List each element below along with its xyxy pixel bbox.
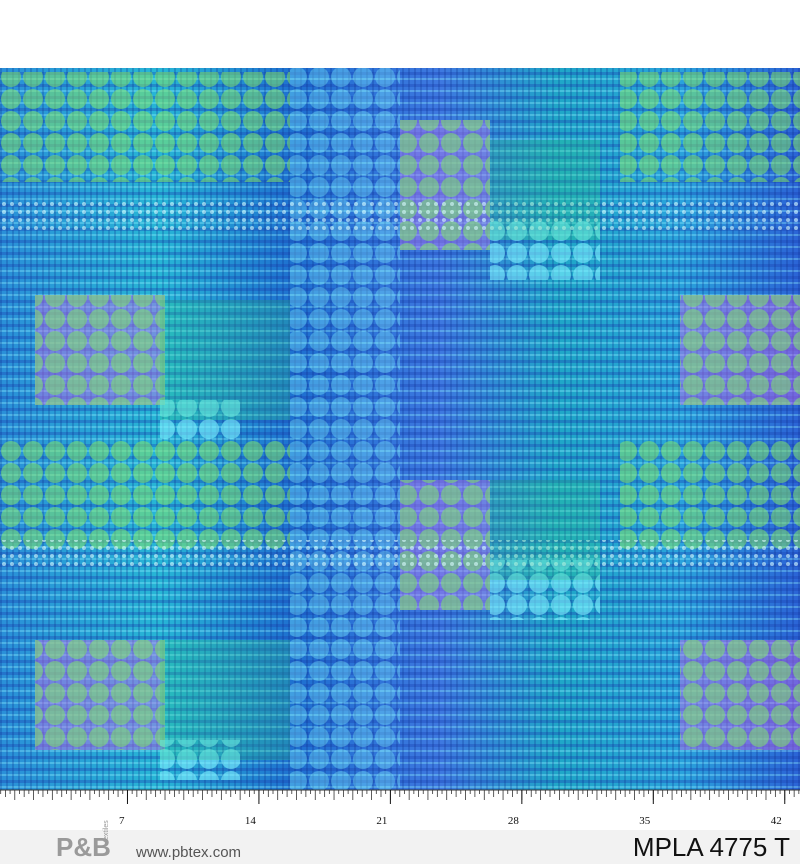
ruler-label: 14	[245, 815, 257, 827]
ruler: 7 14 21 28 35 42	[0, 789, 800, 830]
ruler-label: 7	[119, 815, 125, 827]
ruler-label: 28	[508, 815, 520, 827]
ruler-label: 21	[376, 815, 387, 827]
website-url: www.pbtex.com	[135, 844, 241, 861]
logo-sub: textiles	[103, 820, 110, 842]
ruler-label: 42	[771, 815, 782, 827]
ruler-label: 35	[639, 815, 651, 827]
footer-bar	[0, 830, 800, 864]
product-code: MPLA 4775 T	[633, 832, 790, 862]
logo: P&B	[56, 832, 111, 862]
fabric	[0, 68, 800, 790]
